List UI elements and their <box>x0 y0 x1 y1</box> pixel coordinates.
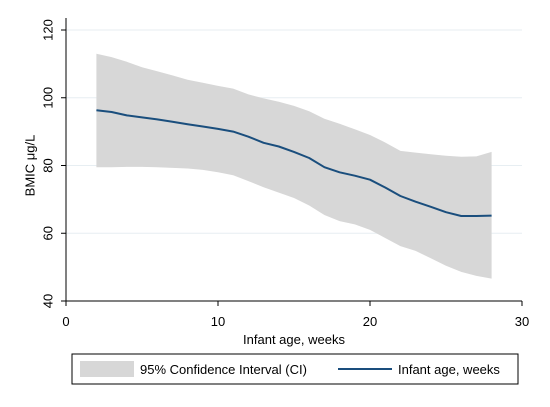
x-tick-label: 10 <box>211 314 225 329</box>
x-tick-label: 30 <box>515 314 529 329</box>
axes <box>61 18 523 306</box>
legend-line-label: Infant age, weeks <box>398 362 500 377</box>
y-axis-title: BMIC μg/L <box>23 135 38 197</box>
x-tick-label: 20 <box>363 314 377 329</box>
series-line <box>96 109 492 217</box>
legend-box <box>71 353 519 385</box>
legend-band-swatch <box>80 361 134 377</box>
x-axis-title: Infant age, weeks <box>243 332 345 347</box>
y-tick-label: 120 <box>41 19 56 41</box>
y-tick-label: 100 <box>41 87 56 109</box>
legend: 95% Confidence Interval (CI) Infant age,… <box>71 353 519 385</box>
legend-band-label: 95% Confidence Interval (CI) <box>140 362 307 377</box>
y-tick-label: 60 <box>41 226 56 240</box>
confidence-band <box>96 53 492 279</box>
y-tick-label: 80 <box>41 158 56 172</box>
series-line-layer <box>96 109 492 217</box>
tick-labels: 40 60 80 100 120 0 10 20 30 <box>41 19 530 329</box>
x-tick-label: 0 <box>62 314 69 329</box>
y-tick-label: 40 <box>41 294 56 308</box>
confidence-band-layer <box>96 53 492 279</box>
